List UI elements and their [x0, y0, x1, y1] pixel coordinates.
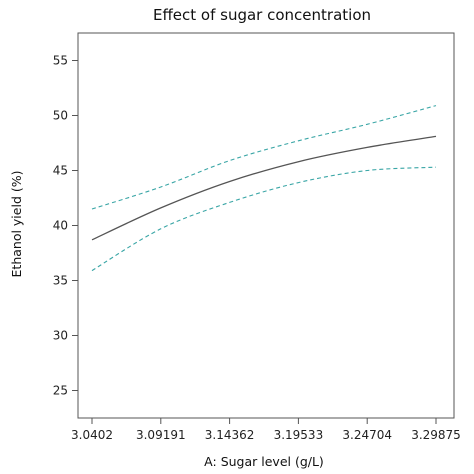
y-tick-label: 45	[53, 164, 68, 178]
upper-confidence-line	[91, 105, 437, 210]
x-axis: 3.0402 3.09191 3.14362 3.19533 3.24704 3.2987…	[71, 418, 461, 442]
y-tick-label: 55	[53, 54, 68, 68]
x-tick-label: 3.09191	[136, 428, 186, 442]
prediction-line	[91, 135, 437, 241]
y-tick-label: 35	[53, 274, 68, 288]
x-tick-label: 3.0402	[71, 428, 113, 442]
y-tick-label: 50	[53, 109, 68, 123]
x-axis-label: A: Sugar level (g/L)	[204, 454, 324, 469]
y-tick-label: 30	[53, 329, 68, 343]
y-axis: 25 30 35 40 45 50 55	[53, 54, 78, 398]
chart-title: Effect of sugar concentration	[153, 6, 371, 24]
y-tick-label: 25	[53, 384, 68, 398]
x-tick-label: 3.14362	[205, 428, 255, 442]
x-tick-label: 3.19533	[274, 428, 324, 442]
y-axis-label: Ethanol yield (%)	[9, 171, 24, 278]
x-tick-label: 3.29875	[411, 428, 461, 442]
lower-confidence-line	[91, 166, 437, 272]
x-tick-label: 3.24704	[342, 428, 392, 442]
plot-area-frame	[77, 32, 455, 419]
series-group	[91, 105, 437, 272]
y-tick-label: 40	[53, 219, 68, 233]
